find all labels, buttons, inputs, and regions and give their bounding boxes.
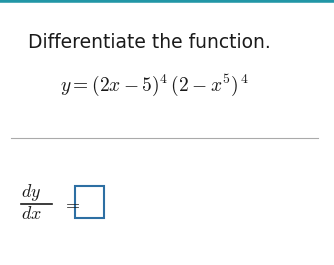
Text: $y = (2x-5)^{4}\,(2-x^{5})^{\,4}$: $y = (2x-5)^{4}\,(2-x^{5})^{\,4}$	[60, 73, 249, 98]
FancyBboxPatch shape	[75, 186, 104, 218]
Text: $=$: $=$	[62, 194, 80, 212]
Text: $dy$: $dy$	[21, 182, 41, 203]
Text: $dx$: $dx$	[21, 205, 42, 223]
Text: Differentiate the function.: Differentiate the function.	[27, 33, 270, 52]
